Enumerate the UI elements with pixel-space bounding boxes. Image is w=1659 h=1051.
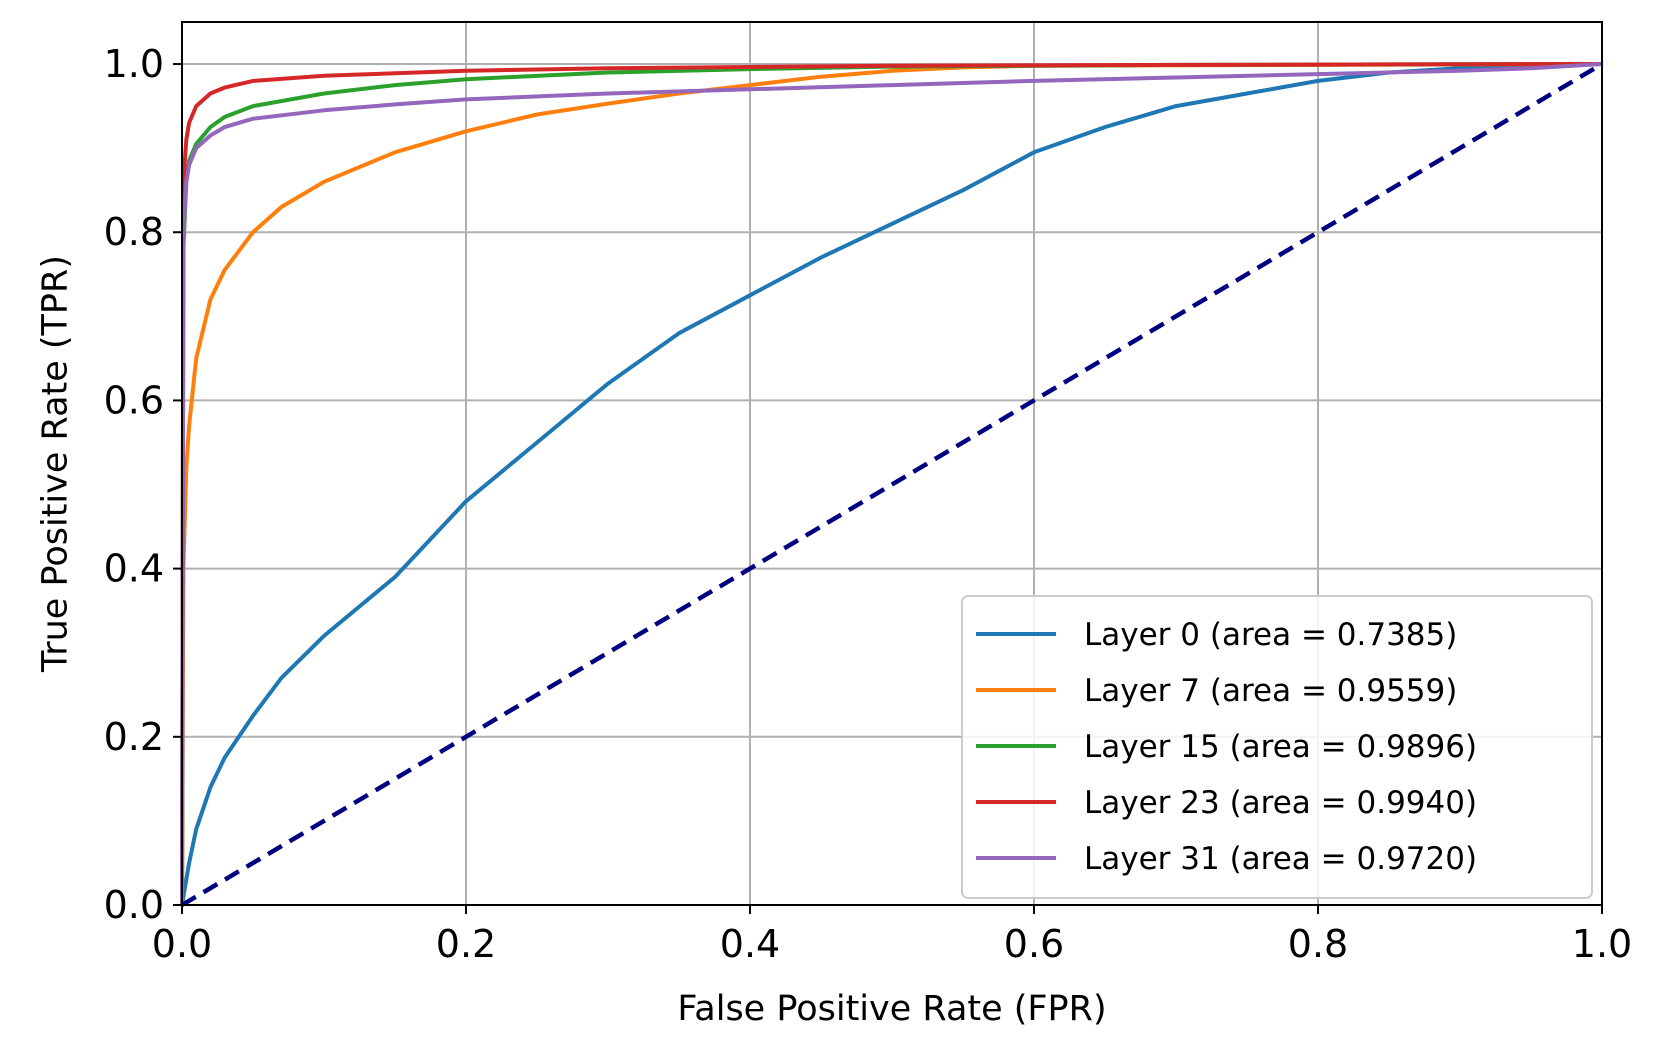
legend-label-1: Layer 7 (area = 0.9559)	[1084, 673, 1457, 709]
legend-box	[961, 595, 1593, 899]
y-tick-label: 0.6	[104, 378, 164, 422]
x-axis-label: False Positive Rate (FPR)	[677, 989, 1106, 1029]
series-line-0	[180, 62, 1603, 906]
x-tick-label: 0.6	[1004, 922, 1064, 966]
legend-label-0: Layer 0 (area = 0.7385)	[1084, 617, 1457, 653]
y-tick-label: 0.4	[104, 547, 164, 591]
legend-label-2: Layer 15 (area = 0.9896)	[1084, 729, 1477, 765]
axes-frame	[181, 21, 1603, 906]
series-line-4	[180, 62, 1603, 906]
y-axis-ticks: 0.0 0.2 0.4 0.6 0.8 1.0	[104, 42, 182, 927]
x-tick-label: 0.2	[436, 922, 496, 966]
diagonal-reference-line	[180, 62, 1604, 907]
x-tick-label: 1.0	[1572, 922, 1632, 966]
legend: Layer 0 (area = 0.7385) Layer 7 (area = 0…	[961, 595, 1593, 899]
y-tick-label: 0.0	[104, 883, 164, 927]
plot-area	[180, 62, 1604, 907]
y-tick-label: 1.0	[104, 42, 164, 86]
series-line-3	[180, 62, 1603, 906]
legend-label-4: Layer 31 (area = 0.9720)	[1084, 841, 1477, 877]
y-axis-label: True Positive Rate (TPR)	[35, 255, 75, 673]
x-tick-label: 0.4	[720, 922, 780, 966]
series-line-1	[180, 62, 1603, 906]
x-tick-label: 0.8	[1288, 922, 1348, 966]
y-tick-label: 0.2	[104, 715, 164, 759]
legend-label-3: Layer 23 (area = 0.9940)	[1084, 785, 1477, 821]
x-axis-ticks: 0.0 0.2 0.4 0.6 0.8 1.0	[152, 905, 1632, 966]
x-tick-label: 0.0	[152, 922, 212, 966]
y-tick-label: 0.8	[104, 210, 164, 254]
